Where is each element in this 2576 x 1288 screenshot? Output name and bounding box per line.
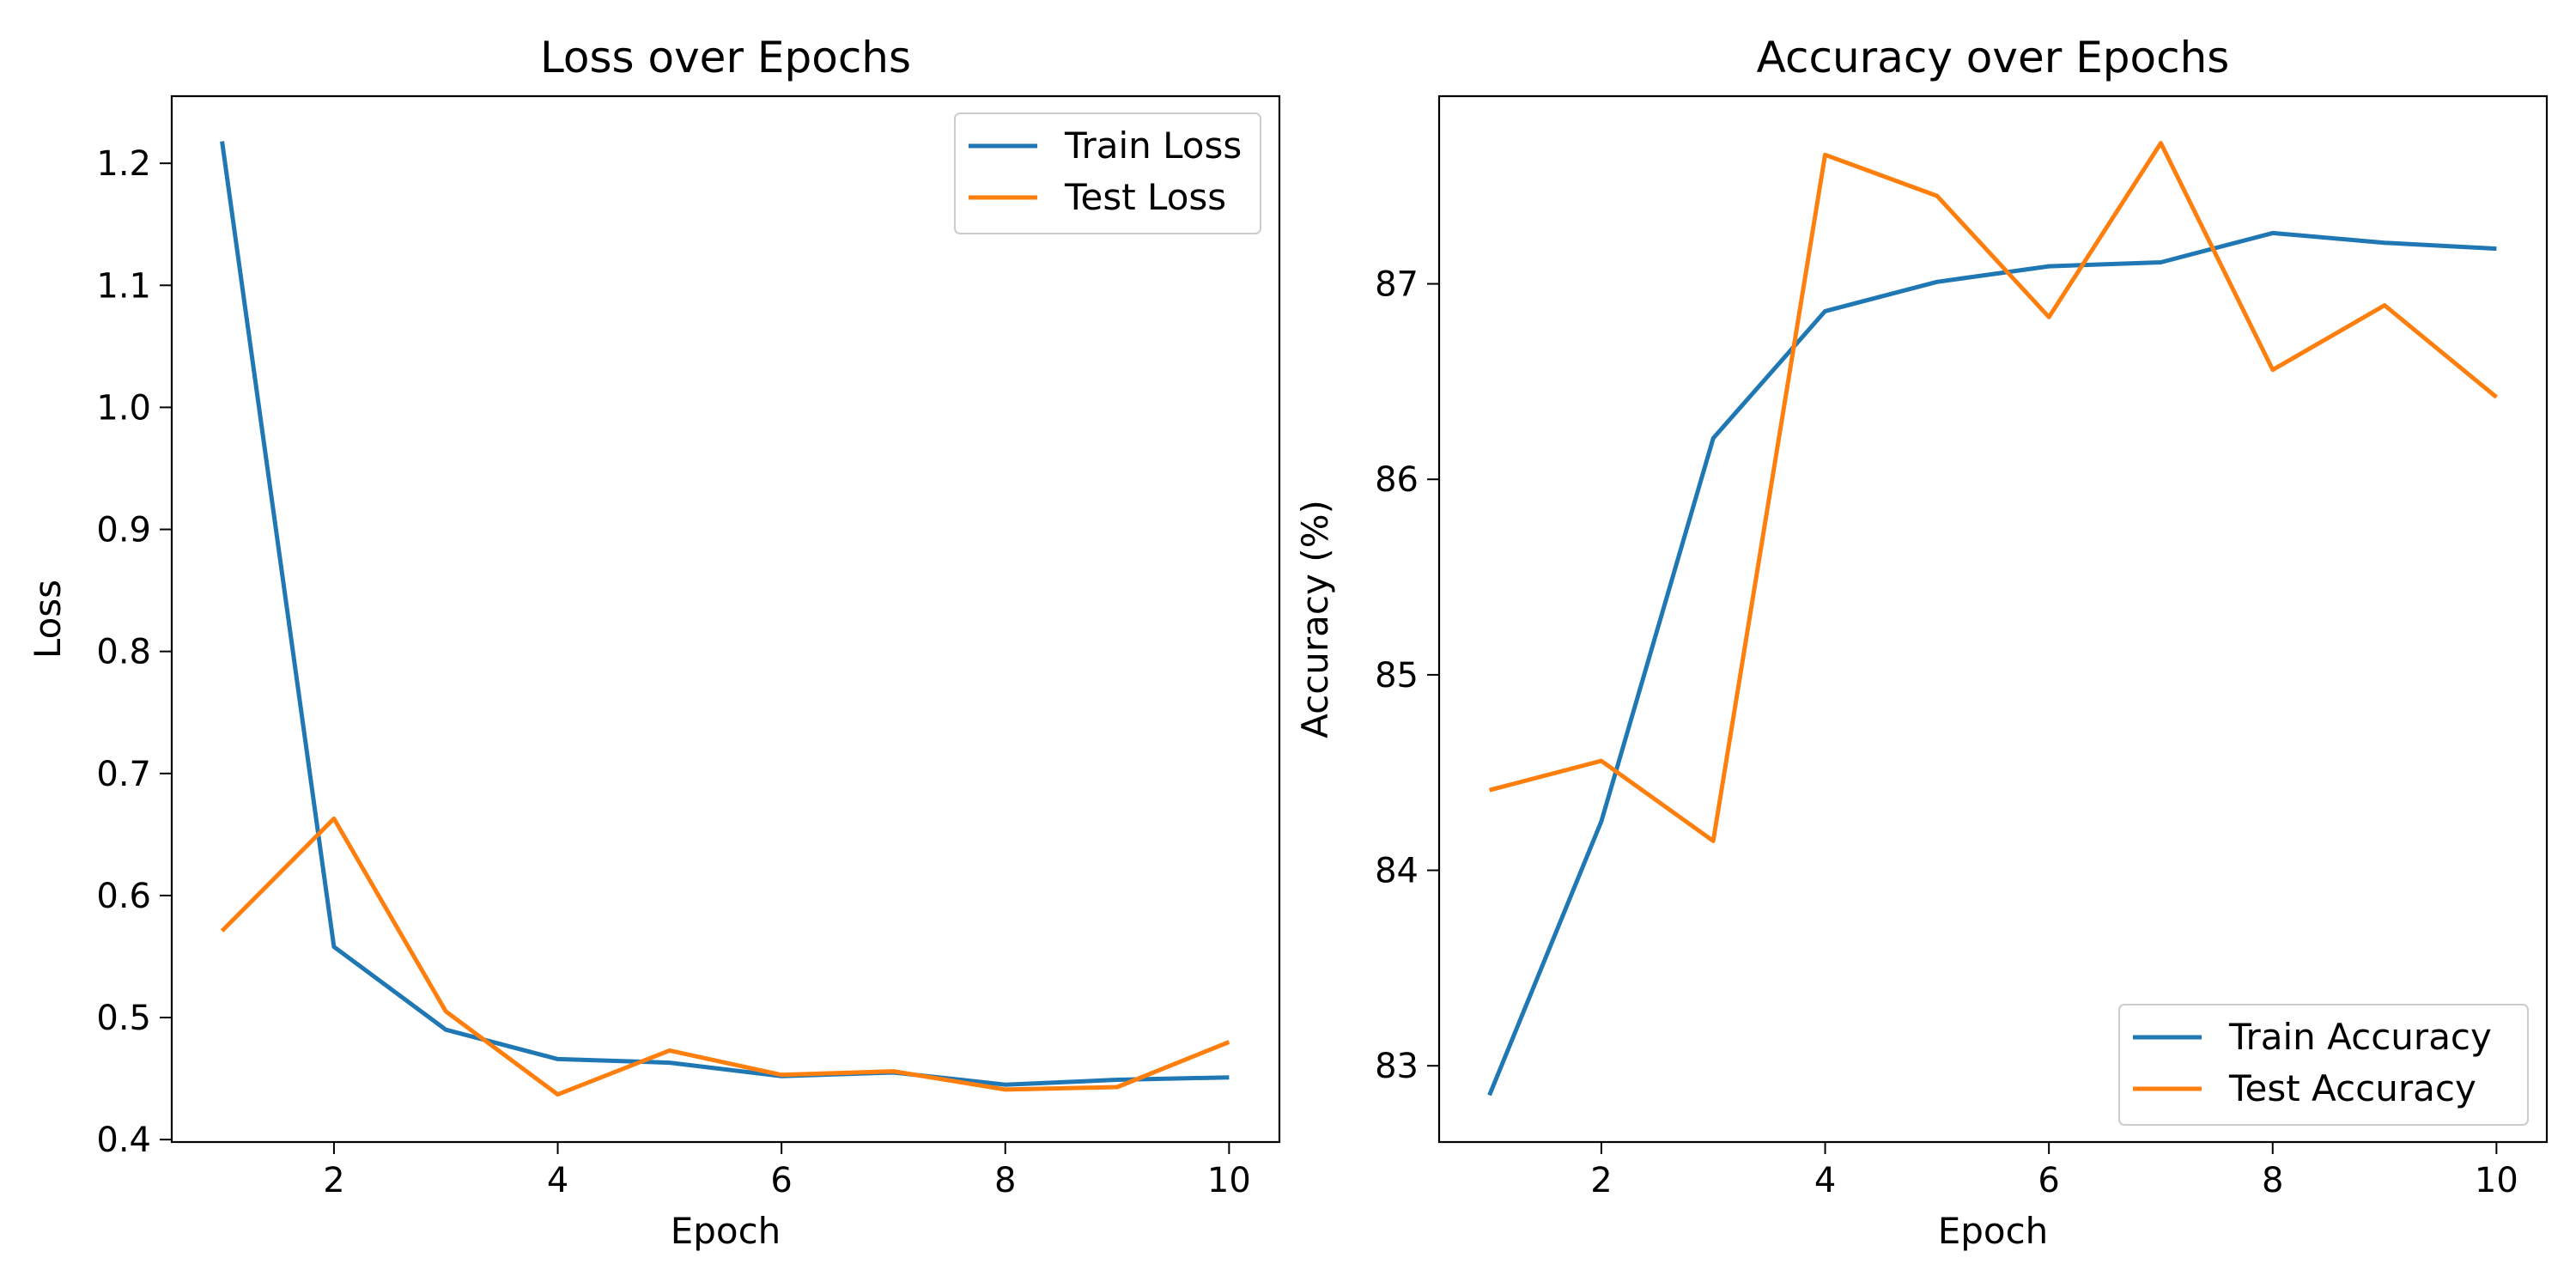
accuracy-chart-title: Accuracy over Epochs <box>1757 33 2230 82</box>
accuracy-y-axis-label: Accuracy (%) <box>1294 500 1336 738</box>
loss-legend-label-train: Train Loss <box>1064 125 1242 167</box>
loss-y-tick-label: 1.1 <box>96 266 151 306</box>
loss-legend-box <box>954 112 1261 234</box>
accuracy-series-line-0 <box>1487 230 2497 1097</box>
accuracy-y-tick-label: 84 <box>1375 852 1419 891</box>
loss-series-line-1 <box>220 816 1230 1097</box>
loss-y-tick-label: 0.8 <box>96 633 151 672</box>
loss-x-ticks: 2 4 6 8 10 <box>323 1142 1251 1200</box>
loss-legend: Train Loss Test Loss <box>954 112 1261 234</box>
loss-y-tick-label: 0.6 <box>96 877 151 916</box>
loss-legend-label-test: Test Loss <box>1064 176 1226 218</box>
accuracy-y-tick-label: 87 <box>1375 265 1419 305</box>
loss-y-tick-label: 0.7 <box>96 755 151 794</box>
loss-chart-title: Loss over Epochs <box>540 33 911 82</box>
loss-y-tick-label: 1.0 <box>96 388 151 428</box>
accuracy-legend: Train Accuracy Test Accuracy <box>2118 1004 2529 1126</box>
loss-x-tick-label: 6 <box>770 1161 792 1200</box>
loss-y-tick-label: 0.5 <box>96 999 151 1038</box>
accuracy-y-tick-label: 85 <box>1375 656 1419 696</box>
accuracy-x-axis-label: Epoch <box>1938 1210 2049 1252</box>
loss-x-axis-label: Epoch <box>671 1210 781 1252</box>
loss-y-axis-label: Loss <box>27 580 69 659</box>
loss-y-tick-label: 1.2 <box>96 144 151 184</box>
accuracy-legend-label-train: Train Accuracy <box>2228 1016 2492 1058</box>
accuracy-x-ticks: 2 4 6 8 10 <box>1590 1142 2518 1200</box>
accuracy-legend-label-test: Test Accuracy <box>2228 1067 2476 1109</box>
accuracy-series-lines <box>1487 141 2498 1097</box>
accuracy-legend-box <box>2118 1004 2529 1126</box>
accuracy-y-tick-label: 86 <box>1375 460 1419 500</box>
accuracy-plot-frame <box>1437 94 2549 1144</box>
accuracy-y-tick-label: 83 <box>1375 1047 1419 1086</box>
loss-y-tick-label: 0.4 <box>96 1121 151 1160</box>
loss-y-ticks: 0.4 0.5 0.6 0.7 0.8 0.9 1.0 1.1 1.2 <box>96 144 172 1160</box>
accuracy-x-tick-label: 6 <box>2038 1161 2059 1200</box>
loss-chart: Loss over Epochs Epoch Loss 2 4 6 8 10 0.40.… <box>27 33 1281 1252</box>
accuracy-x-tick-label: 8 <box>2262 1161 2283 1200</box>
accuracy-series-line-1 <box>1488 141 2498 843</box>
loss-y-tick-label: 0.9 <box>96 511 151 550</box>
accuracy-y-ticks: 83 84 85 86 87 <box>1375 265 1439 1086</box>
accuracy-x-tick-label: 10 <box>2475 1161 2518 1200</box>
loss-series-lines <box>220 141 1230 1097</box>
loss-x-tick-label: 2 <box>323 1161 344 1200</box>
loss-series-line-0 <box>220 141 1230 1087</box>
accuracy-chart: Accuracy over Epochs Epoch Accuracy (%) … <box>1294 33 2549 1252</box>
loss-x-tick-label: 4 <box>547 1161 568 1200</box>
loss-plot-frame <box>170 94 1281 1144</box>
accuracy-x-tick-label: 4 <box>1814 1161 1836 1200</box>
loss-x-tick-label: 10 <box>1207 1161 1251 1200</box>
loss-x-tick-label: 8 <box>994 1161 1016 1200</box>
accuracy-x-tick-label: 2 <box>1590 1161 1612 1200</box>
